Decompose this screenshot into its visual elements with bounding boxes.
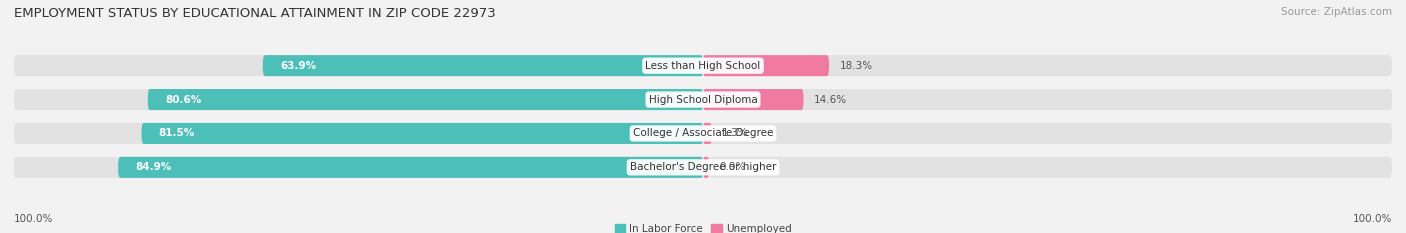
Text: College / Associate Degree: College / Associate Degree <box>633 128 773 138</box>
FancyBboxPatch shape <box>703 55 830 76</box>
Legend: In Labor Force, Unemployed: In Labor Force, Unemployed <box>610 220 796 233</box>
Text: 100.0%: 100.0% <box>14 214 53 224</box>
Text: Source: ZipAtlas.com: Source: ZipAtlas.com <box>1281 7 1392 17</box>
FancyBboxPatch shape <box>142 123 703 144</box>
Text: EMPLOYMENT STATUS BY EDUCATIONAL ATTAINMENT IN ZIP CODE 22973: EMPLOYMENT STATUS BY EDUCATIONAL ATTAINM… <box>14 7 496 20</box>
FancyBboxPatch shape <box>14 123 1392 144</box>
Text: 80.6%: 80.6% <box>165 95 201 105</box>
FancyBboxPatch shape <box>263 55 703 76</box>
Text: 18.3%: 18.3% <box>839 61 873 71</box>
Text: 100.0%: 100.0% <box>1353 214 1392 224</box>
FancyBboxPatch shape <box>14 157 1392 178</box>
Text: 81.5%: 81.5% <box>159 128 195 138</box>
Text: Bachelor's Degree or higher: Bachelor's Degree or higher <box>630 162 776 172</box>
Text: 63.9%: 63.9% <box>280 61 316 71</box>
Text: 0.9%: 0.9% <box>720 162 747 172</box>
Text: 1.3%: 1.3% <box>723 128 749 138</box>
FancyBboxPatch shape <box>118 157 703 178</box>
FancyBboxPatch shape <box>14 55 1392 76</box>
FancyBboxPatch shape <box>703 123 711 144</box>
FancyBboxPatch shape <box>703 89 804 110</box>
Text: Less than High School: Less than High School <box>645 61 761 71</box>
Text: High School Diploma: High School Diploma <box>648 95 758 105</box>
Text: 84.9%: 84.9% <box>135 162 172 172</box>
FancyBboxPatch shape <box>14 89 1392 110</box>
Text: 14.6%: 14.6% <box>814 95 846 105</box>
FancyBboxPatch shape <box>703 157 709 178</box>
FancyBboxPatch shape <box>148 89 703 110</box>
